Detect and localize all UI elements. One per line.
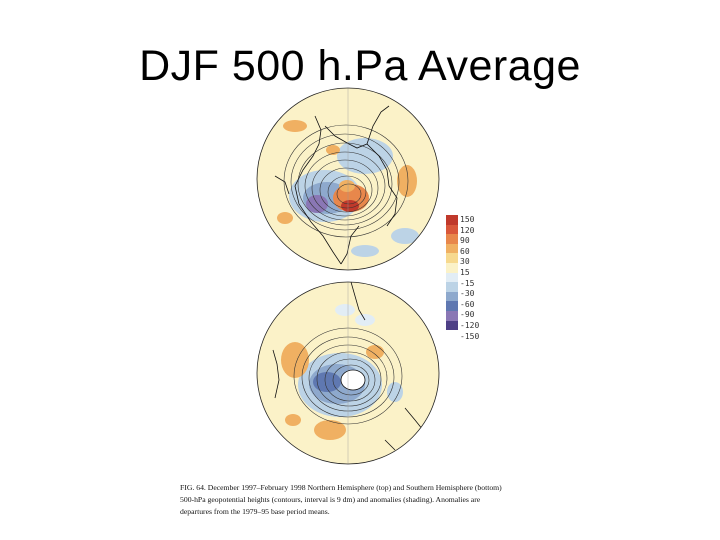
colorbar-label: -120 <box>460 320 480 330</box>
colorbar-label: -15 <box>460 278 475 288</box>
colorbar-swatch <box>446 215 458 225</box>
colorbar-swatch <box>446 234 458 244</box>
colorbar-swatch <box>446 224 458 235</box>
anomaly-colorbar-labels: 150 120 90 60 30 15 -15 -30 -60 -90 -120 -150 <box>460 215 479 342</box>
figure-caption: FIG. 64. December 1997–February 1998 Nor… <box>180 483 502 516</box>
colorbar-label: 15 <box>460 267 470 277</box>
northern-hemisphere-map <box>256 87 440 271</box>
southern-hemisphere-map <box>256 281 440 465</box>
colorbar-swatch <box>446 320 458 331</box>
colorbar-label: -90 <box>460 310 475 320</box>
colorbar-swatch <box>446 272 458 283</box>
colorbar-swatch <box>446 310 458 321</box>
colorbar-label: 90 <box>460 236 470 246</box>
colorbar-label: 120 <box>460 225 475 235</box>
colorbar-swatch <box>446 253 458 263</box>
colorbar-label: 60 <box>460 246 470 256</box>
colorbar-label: -30 <box>460 289 475 299</box>
anomaly-colorbar <box>446 215 458 331</box>
colorbar-label: -60 <box>460 299 475 309</box>
colorbar-swatch <box>446 291 458 302</box>
colorbar-label: 30 <box>460 257 470 267</box>
colorbar-label: -150 <box>460 331 480 341</box>
colorbar-swatch <box>446 243 458 254</box>
colorbar-swatch <box>446 301 458 311</box>
colorbar-swatch <box>446 282 458 292</box>
colorbar-label: 150 <box>460 215 475 224</box>
slide-title: DJF 500 h.Pa Average <box>139 42 581 90</box>
colorbar-swatch <box>446 262 458 273</box>
